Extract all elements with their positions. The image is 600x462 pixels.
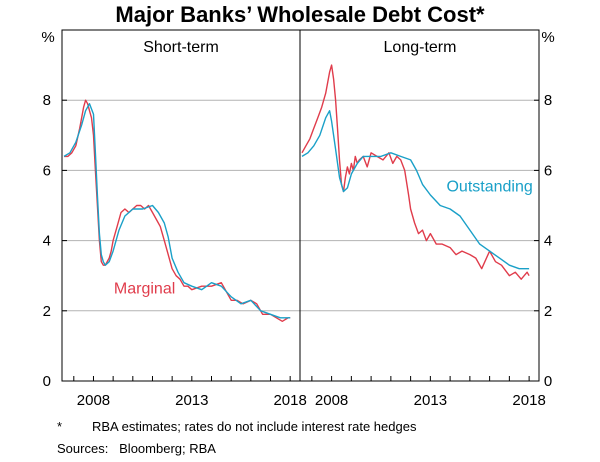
x-tick-label: 2008 [77, 392, 110, 409]
y-unit-left: % [41, 29, 54, 46]
y-tick-label-left: 0 [43, 373, 51, 390]
x-tick-label: 2008 [315, 392, 348, 409]
y-tick-label-right: 0 [544, 373, 552, 390]
y-tick-label-left: 4 [43, 233, 51, 250]
series-line-marginal-long-term [301, 64, 530, 280]
x-tick-label: 2013 [414, 392, 447, 409]
footnote-text: RBA estimates; rates do not include inte… [92, 419, 417, 434]
series-annotations: Marginal Outstanding [114, 178, 533, 297]
y-unit-right: % [541, 29, 554, 46]
x-tick-label: 2018 [512, 392, 545, 409]
y-tick-label-right: 2 [544, 303, 552, 320]
tick-labels: 0 0 2 2 4 4 6 6 8 8 2008 2013 2018 2008 2013 2018 [43, 92, 553, 409]
y-tick-label-left: 2 [43, 303, 51, 320]
series-label-marginal: Marginal [114, 280, 175, 297]
plot-frame [61, 29, 540, 382]
footnote-marker: * [57, 419, 62, 434]
series-line-outstanding-long-term [301, 110, 530, 270]
panel-title-short-term: Short-term [143, 39, 219, 56]
y-tick-label-right: 8 [544, 92, 552, 109]
series-label-outstanding: Outstanding [446, 178, 532, 195]
x-tick-label: 2013 [175, 392, 208, 409]
y-tick-label-right: 6 [544, 162, 552, 179]
panel-title-long-term: Long-term [384, 39, 457, 56]
x-tick-label: 2018 [273, 392, 306, 409]
series-line-outstanding-short-term [63, 103, 291, 319]
y-tick-label-left: 8 [43, 92, 51, 109]
chart-title: Major Banks’ Wholesale Debt Cost* [115, 2, 485, 27]
y-tick-label-left: 6 [43, 162, 51, 179]
series-layer [63, 64, 530, 322]
y-tick-label-right: 4 [544, 233, 552, 250]
sources-text: Sources: Bloomberg; RBA [57, 441, 216, 456]
